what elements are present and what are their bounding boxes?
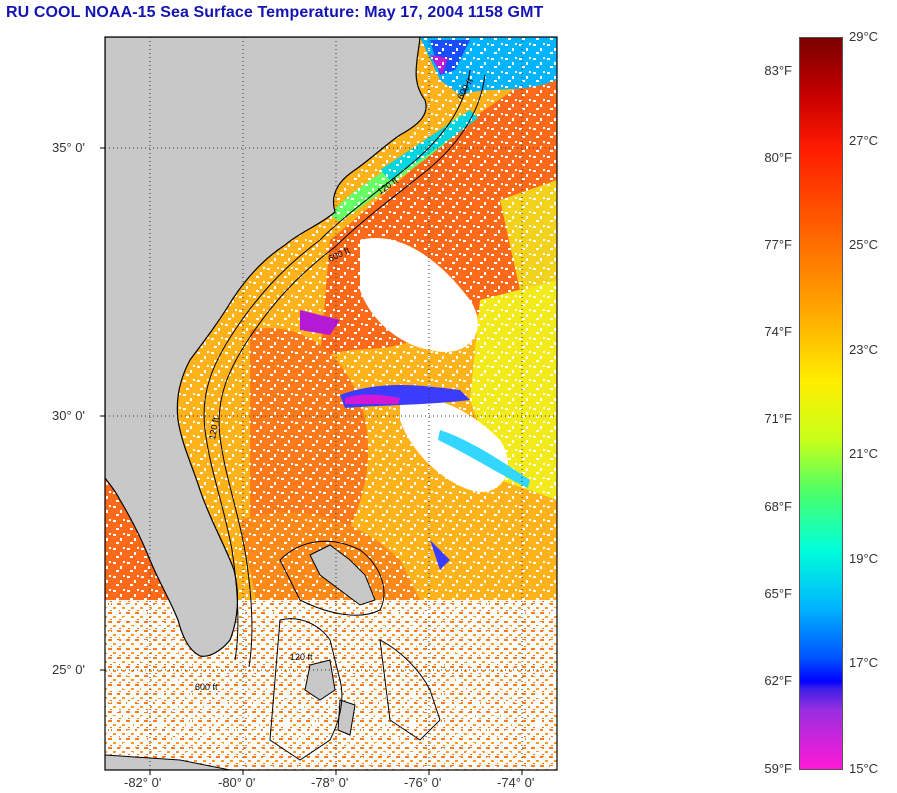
longitude-label: -80° 0' (218, 775, 256, 790)
axis-ticks (100, 147, 523, 775)
celsius-label: 29°C (849, 29, 879, 44)
map-title: RU COOL NOAA-15 Sea Surface Temperature:… (6, 4, 544, 21)
contour-label: 600 ft (195, 682, 218, 692)
fahrenheit-label: 83°F (764, 63, 792, 78)
longitude-label: -76° 0' (404, 775, 442, 790)
celsius-label: 17°C (849, 655, 879, 670)
celsius-label: 15°C (849, 761, 879, 776)
contour-label: 120 ft (207, 416, 221, 440)
graticule (105, 37, 557, 770)
cold-streak-core (345, 394, 400, 404)
fahrenheit-label: 71°F (764, 411, 792, 426)
temperature-colorbar (799, 37, 843, 770)
bahamas-island (337, 699, 356, 736)
latitude-label: 25° 0' (52, 662, 85, 677)
celsius-label: 27°C (849, 133, 879, 148)
fahrenheit-label: 62°F (764, 673, 792, 688)
cold-anomaly (300, 310, 340, 335)
fahrenheit-label: 80°F (764, 150, 792, 165)
map-frame (104, 36, 558, 771)
fahrenheit-label: 59°F (764, 761, 792, 776)
celsius-label: 21°C (849, 446, 879, 461)
latitude-label: 35° 0' (52, 140, 85, 155)
contour-label: 120 ft (290, 652, 313, 662)
longitude-label: -82° 0' (124, 775, 162, 790)
longitude-label: -74° 0' (497, 775, 535, 790)
fahrenheit-label: 65°F (764, 586, 792, 601)
bahamas-island (304, 659, 336, 701)
celsius-label: 25°C (849, 237, 879, 252)
contour-120ft (203, 69, 471, 661)
landmass-us-florida (105, 37, 427, 657)
bahamas-island (309, 544, 376, 606)
fahrenheit-label: 74°F (764, 324, 792, 339)
contour-bahamas-bank (379, 639, 441, 741)
fahrenheit-label: 68°F (764, 499, 792, 514)
latitude-label: 30° 0' (52, 408, 85, 423)
cuba-landmass (105, 754, 231, 770)
cool-streak (438, 430, 530, 488)
celsius-label: 23°C (849, 342, 879, 357)
contour-600ft (218, 74, 486, 668)
fahrenheit-label: 77°F (764, 237, 792, 252)
longitude-label: -78° 0' (311, 775, 349, 790)
celsius-label: 19°C (849, 551, 879, 566)
contour-bahamas-bank (279, 540, 385, 616)
cold-anomaly (430, 540, 450, 570)
contour-bahamas-bank (269, 618, 343, 761)
